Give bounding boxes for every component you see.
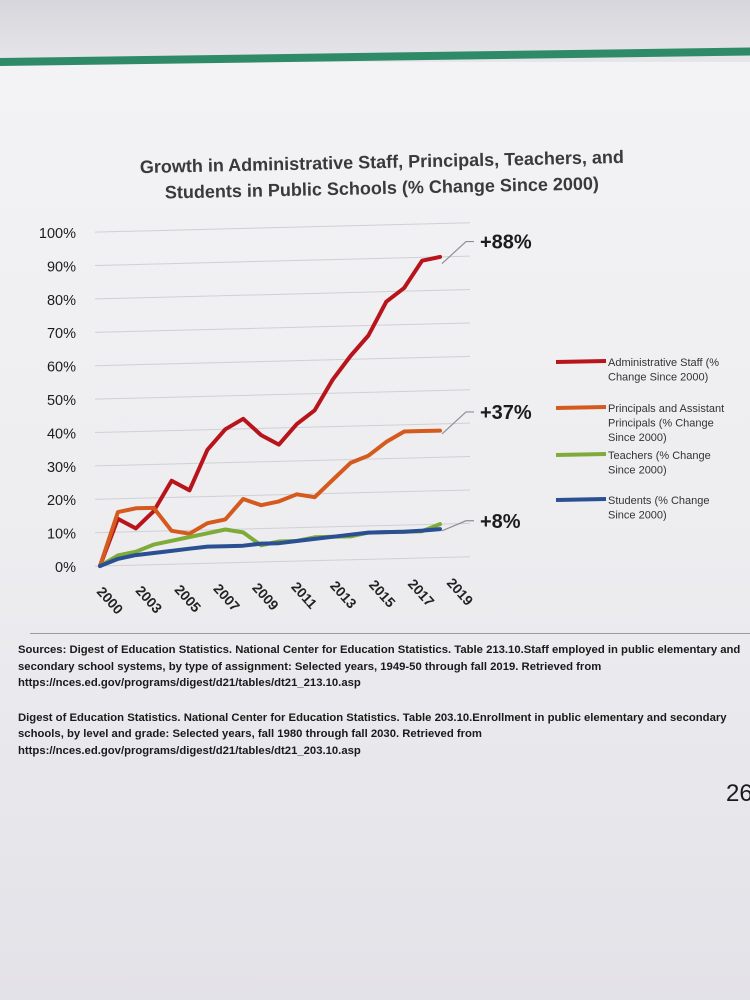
callouts: +88% +37% +8% (441, 232, 532, 533)
divider (30, 633, 750, 634)
y-tick-label: 30% (47, 460, 76, 476)
source-paragraph-1: Sources: Digest of Education Statistics.… (18, 644, 741, 689)
legend-label: Principals (% Change (608, 418, 714, 430)
x-axis-ticks: 2000 2003 2005 2007 2009 2011 2013 2015 2017 2019 (94, 575, 477, 618)
legend-label: Students (% Change (608, 495, 710, 507)
y-tick-label: 50% (47, 393, 76, 409)
x-tick-label: 2011 (288, 579, 320, 612)
x-tick-label: 2000 (94, 583, 127, 617)
callout-label: +8% (480, 511, 521, 533)
chart: Growth in Administrative Staff, Principa… (39, 147, 724, 618)
callout-label: +88% (480, 232, 532, 254)
legend-label: Since 2000) (608, 510, 667, 522)
series-line-2 (98, 428, 442, 568)
series-line-4 (98, 527, 442, 568)
y-tick-label: 0% (55, 560, 76, 576)
y-axis-ticks: 100% 90% 80% 70% 60% 50% 40% 30% 20% 10% 0% (39, 226, 76, 576)
gridline (94, 489, 471, 500)
gridline (94, 389, 471, 400)
chart-title-line-1: Growth in Administrative Staff, Principa… (140, 147, 624, 177)
x-tick-label: 2005 (172, 581, 205, 615)
x-tick-label: 2019 (444, 575, 477, 609)
legend-swatch (555, 405, 607, 410)
x-tick-label: 2015 (366, 577, 399, 611)
legend-label: Since 2000) (608, 465, 667, 477)
legend-swatch (555, 452, 607, 457)
sources-block: Sources: Digest of Education Statistics.… (18, 642, 746, 777)
x-tick-label: 2017 (405, 576, 438, 610)
callout-leader (441, 411, 474, 435)
y-tick-label: 10% (47, 527, 76, 543)
callout-label: +37% (480, 402, 532, 424)
grid (94, 222, 471, 567)
y-tick-label: 80% (47, 293, 76, 309)
gridline (94, 556, 471, 567)
y-tick-label: 100% (39, 226, 76, 242)
legend-label: Administrative Staff (% (608, 357, 719, 369)
page-number: 26 (726, 780, 750, 807)
source-paragraph-2: Digest of Education Statistics. National… (18, 711, 727, 757)
x-tick-label: 2013 (327, 578, 360, 612)
legend-label: Principals and Assistant (608, 403, 724, 415)
chart-title-line-2: Students in Public Schools (% Change Sin… (165, 173, 599, 202)
y-tick-label: 60% (47, 360, 76, 376)
legend-label: Teachers (% Change (608, 450, 711, 462)
gridline (94, 222, 471, 233)
series-lines (98, 254, 442, 568)
chart-title: Growth in Administrative Staff, Principa… (140, 147, 624, 203)
legend: Administrative Staff (% Change Since 2000… (555, 357, 724, 522)
legend-label: Change Since 2000) (608, 372, 708, 384)
gridline (94, 255, 471, 267)
y-tick-label: 40% (47, 426, 76, 442)
legend-swatch (555, 359, 607, 364)
y-tick-label: 90% (47, 259, 76, 275)
legend-label: Since 2000) (608, 432, 667, 444)
callout-leader (441, 520, 474, 532)
y-tick-label: 20% (47, 493, 76, 509)
gridline (94, 289, 471, 300)
x-tick-label: 2009 (249, 580, 282, 614)
series-line-1 (98, 254, 442, 568)
x-tick-label: 2007 (210, 580, 243, 614)
y-tick-label: 70% (47, 326, 76, 342)
callout-leader (441, 240, 474, 265)
legend-swatch (555, 497, 607, 502)
gridline (94, 422, 471, 434)
gridline (94, 456, 471, 467)
gridline (94, 322, 471, 333)
x-tick-label: 2003 (133, 582, 166, 616)
gridline (94, 522, 471, 534)
gridline (94, 355, 471, 367)
